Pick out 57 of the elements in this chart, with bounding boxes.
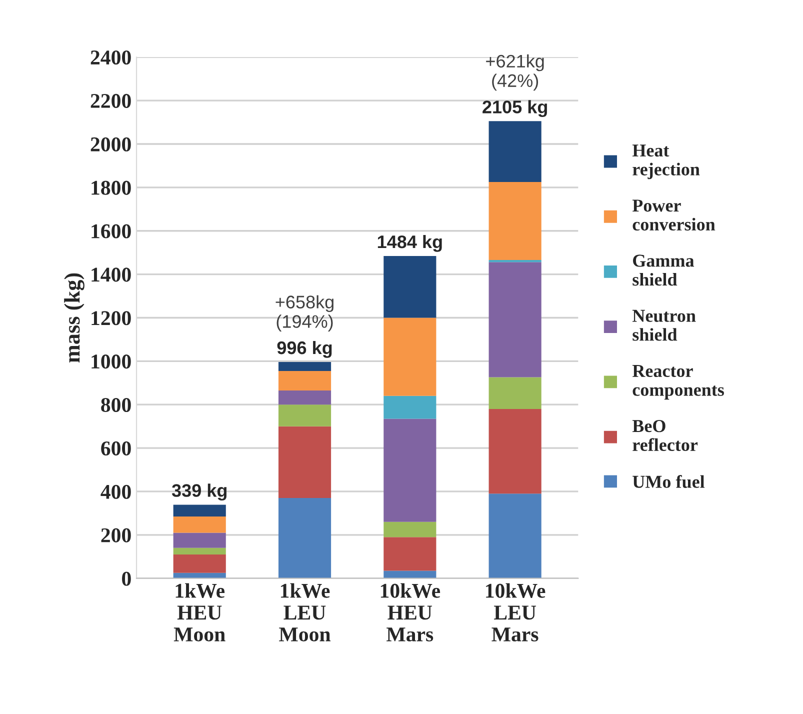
y-tick-label: 1000 (92, 354, 131, 369)
bar (384, 256, 436, 318)
x-tick-label: 10kWe LEU Mars (486, 583, 546, 642)
bar (384, 318, 436, 396)
bar (488, 408, 542, 494)
bar (384, 522, 436, 538)
legend-label: Reactor components (632, 365, 724, 400)
bar (488, 262, 542, 378)
legend-label: Neutron shield (632, 310, 696, 341)
bar (384, 418, 436, 522)
bar (278, 498, 332, 578)
x-tick-label: 1kWe LEU Moon (279, 583, 330, 642)
y-tick-label: 2000 (90, 137, 131, 152)
annotation: +658kg (194%) (276, 295, 334, 332)
y-tick-label: 800 (101, 398, 131, 412)
y-tick-label: 1800 (92, 180, 131, 195)
bar (384, 537, 436, 571)
bar (488, 260, 542, 262)
legend-label: BeO reflector (632, 420, 698, 452)
bar (384, 570, 436, 578)
y-tick-label: 200 (101, 528, 131, 542)
bar (278, 362, 332, 371)
y-tick-label: 0 (122, 572, 131, 586)
bar (173, 516, 226, 533)
bar (173, 554, 226, 573)
total-label: 996 kg (277, 340, 332, 358)
y-tick-label: 2400 (90, 50, 131, 65)
legend-label: Heat rejection (632, 144, 700, 180)
total-label: 339 kg (172, 484, 227, 501)
y-tick-label: 600 (101, 441, 131, 456)
y-tick-label: 1400 (92, 268, 131, 282)
legend-label: Power conversion (632, 200, 716, 231)
bar (173, 572, 226, 578)
bar (488, 377, 542, 409)
annotation: +621kg (42%) (486, 54, 544, 91)
y-tick-label: 1600 (92, 224, 131, 238)
legend-label: UMo fuel (632, 475, 705, 488)
x-tick-label: 1kWe HEU Moon (174, 583, 226, 642)
bar (173, 532, 226, 548)
bar (384, 396, 436, 419)
bar (278, 370, 332, 390)
legend-label: Gamma shield (632, 254, 694, 286)
bar (488, 121, 542, 182)
bar (488, 182, 542, 260)
x-tick-label: 10kWe HEU Mars (380, 583, 440, 642)
total-label: 2105 kg (482, 100, 547, 118)
bar (488, 494, 542, 578)
y-tick-label: 400 (100, 484, 131, 499)
y-tick-label: 2200 (90, 94, 131, 108)
bar (278, 404, 332, 426)
bar (278, 390, 332, 405)
y-tick-label: 1200 (92, 311, 131, 326)
bar (173, 504, 226, 516)
total-label: 1484 kg (378, 234, 442, 252)
y-axis-title: mass (kg) (64, 273, 84, 363)
bar (278, 426, 332, 498)
bar (173, 548, 226, 554)
